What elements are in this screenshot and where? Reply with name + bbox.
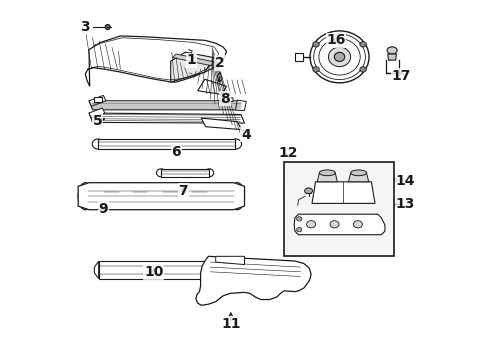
Text: 6: 6 <box>171 145 181 159</box>
Ellipse shape <box>313 34 365 80</box>
Ellipse shape <box>230 139 241 149</box>
Ellipse shape <box>329 221 338 228</box>
Text: 17: 17 <box>391 69 410 82</box>
Polygon shape <box>89 101 244 110</box>
Polygon shape <box>196 256 310 305</box>
Ellipse shape <box>318 39 360 75</box>
Text: 3: 3 <box>81 20 90 33</box>
Ellipse shape <box>136 264 162 276</box>
Text: 1: 1 <box>186 54 196 67</box>
Ellipse shape <box>189 189 209 203</box>
Polygon shape <box>317 173 337 182</box>
Polygon shape <box>94 261 99 279</box>
Text: 10: 10 <box>144 265 163 279</box>
Ellipse shape <box>218 79 220 81</box>
Ellipse shape <box>156 169 165 177</box>
Polygon shape <box>172 54 219 67</box>
Polygon shape <box>99 261 217 279</box>
Text: 5: 5 <box>93 114 102 127</box>
Ellipse shape <box>350 170 366 176</box>
Text: 11: 11 <box>221 317 240 331</box>
Polygon shape <box>201 118 241 130</box>
Text: 13: 13 <box>395 198 414 211</box>
Polygon shape <box>89 113 244 123</box>
Ellipse shape <box>129 189 150 203</box>
Text: 12: 12 <box>278 146 298 160</box>
Ellipse shape <box>204 169 213 177</box>
Polygon shape <box>78 183 244 210</box>
Polygon shape <box>223 97 232 102</box>
Ellipse shape <box>328 47 350 67</box>
Ellipse shape <box>105 24 110 30</box>
Bar <box>284 162 393 256</box>
Ellipse shape <box>359 42 366 47</box>
Polygon shape <box>85 36 226 86</box>
Ellipse shape <box>353 221 362 228</box>
Ellipse shape <box>160 189 181 203</box>
Polygon shape <box>215 256 244 265</box>
Polygon shape <box>161 169 209 177</box>
Ellipse shape <box>312 42 319 47</box>
Ellipse shape <box>296 217 301 221</box>
Ellipse shape <box>319 170 335 176</box>
Text: 16: 16 <box>325 33 345 47</box>
Polygon shape <box>89 108 104 118</box>
Polygon shape <box>387 54 396 60</box>
Ellipse shape <box>306 221 315 228</box>
Polygon shape <box>217 72 222 82</box>
Polygon shape <box>94 97 102 102</box>
Ellipse shape <box>386 47 396 54</box>
Text: 14: 14 <box>394 174 414 188</box>
Polygon shape <box>348 173 368 182</box>
Polygon shape <box>170 52 213 82</box>
Polygon shape <box>217 261 222 279</box>
Ellipse shape <box>230 183 244 210</box>
Polygon shape <box>294 214 384 235</box>
Polygon shape <box>197 79 226 94</box>
Text: 2: 2 <box>215 56 224 70</box>
Ellipse shape <box>359 67 366 72</box>
Ellipse shape <box>304 188 312 194</box>
Polygon shape <box>235 100 246 111</box>
Polygon shape <box>294 53 302 61</box>
Ellipse shape <box>92 139 103 149</box>
Polygon shape <box>89 95 106 106</box>
Text: 15: 15 <box>281 188 301 202</box>
Text: 8: 8 <box>220 92 229 105</box>
Ellipse shape <box>244 267 251 274</box>
Ellipse shape <box>219 265 226 271</box>
Polygon shape <box>311 182 374 203</box>
Ellipse shape <box>296 228 301 232</box>
Ellipse shape <box>309 31 368 83</box>
Text: 7: 7 <box>178 184 188 198</box>
Text: 4: 4 <box>241 128 250 141</box>
Ellipse shape <box>191 50 195 53</box>
Ellipse shape <box>312 67 319 72</box>
Polygon shape <box>98 139 234 149</box>
Ellipse shape <box>334 52 344 62</box>
Ellipse shape <box>101 189 122 203</box>
Ellipse shape <box>268 270 276 277</box>
Ellipse shape <box>78 183 92 210</box>
Text: 9: 9 <box>99 202 108 216</box>
